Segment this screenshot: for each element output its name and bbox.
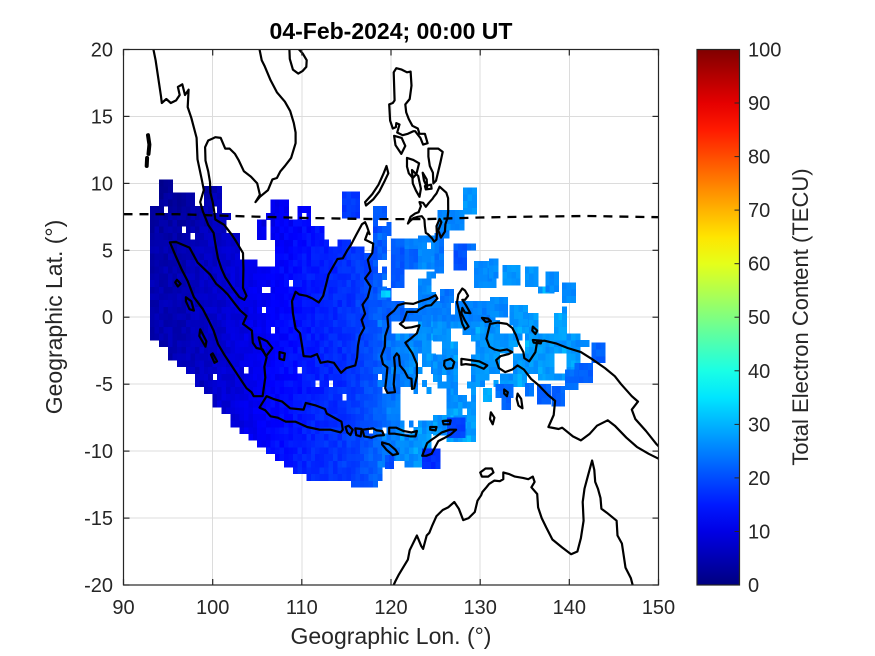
svg-text:140: 140 — [553, 597, 586, 619]
svg-text:20: 20 — [748, 468, 770, 490]
svg-text:130: 130 — [464, 597, 497, 619]
svg-text:50: 50 — [748, 307, 770, 329]
svg-text:-10: -10 — [84, 441, 113, 463]
svg-text:120: 120 — [374, 597, 407, 619]
svg-text:60: 60 — [748, 254, 770, 276]
svg-text:20: 20 — [91, 40, 113, 62]
svg-text:-15: -15 — [84, 508, 113, 530]
svg-text:110: 110 — [286, 597, 318, 619]
svg-text:Geographic Lon. (°): Geographic Lon. (°) — [291, 623, 492, 649]
svg-text:5: 5 — [102, 240, 113, 262]
svg-text:70: 70 — [748, 200, 770, 222]
svg-text:90: 90 — [112, 597, 134, 619]
svg-text:10: 10 — [748, 522, 770, 544]
svg-text:Total Electron Content (TECU): Total Electron Content (TECU) — [788, 168, 813, 465]
svg-text:-20: -20 — [84, 575, 113, 597]
svg-text:40: 40 — [748, 361, 770, 383]
svg-text:30: 30 — [748, 414, 770, 436]
svg-text:80: 80 — [748, 147, 770, 169]
svg-text:04-Feb-2024; 00:00 UT: 04-Feb-2024; 00:00 UT — [270, 18, 513, 44]
svg-text:Geographic Lat. (°): Geographic Lat. (°) — [41, 220, 67, 415]
svg-text:90: 90 — [748, 93, 770, 115]
svg-text:-5: -5 — [95, 374, 113, 396]
svg-text:100: 100 — [748, 40, 781, 62]
svg-text:10: 10 — [91, 173, 113, 195]
svg-text:0: 0 — [748, 575, 759, 597]
svg-text:15: 15 — [91, 106, 113, 128]
svg-text:100: 100 — [196, 597, 229, 619]
svg-text:150: 150 — [642, 597, 675, 619]
svg-text:0: 0 — [102, 307, 113, 329]
